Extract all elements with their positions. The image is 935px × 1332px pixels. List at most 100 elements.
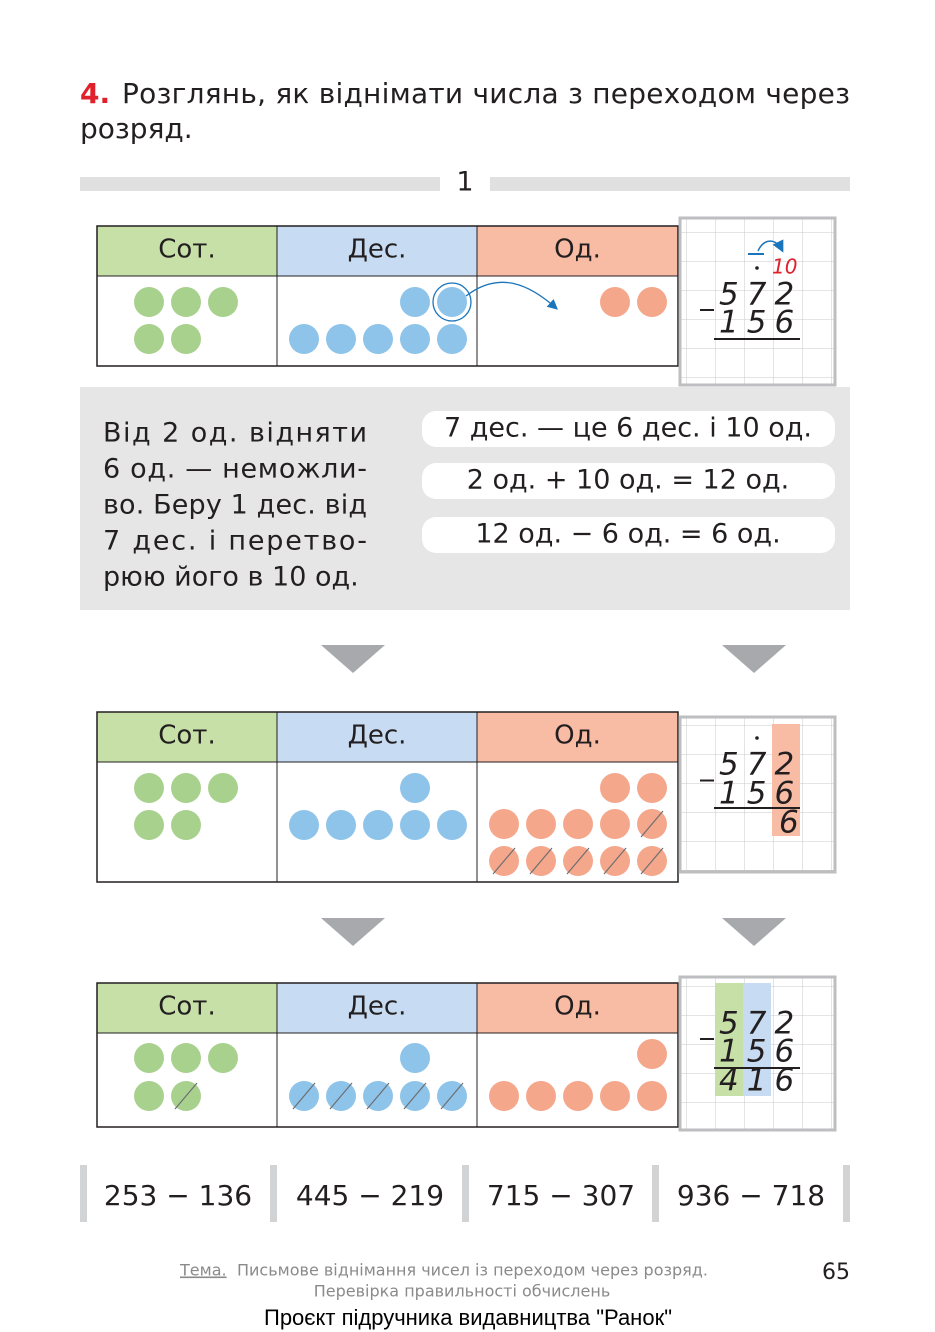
arrows xyxy=(321,645,786,946)
table-frame xyxy=(96,225,679,367)
cross-out xyxy=(603,847,627,875)
counter xyxy=(171,1043,201,1073)
counter xyxy=(171,773,201,803)
down-arrow xyxy=(722,918,786,946)
column-header: Сот. xyxy=(158,992,215,1022)
topic-label: Тема. xyxy=(179,1261,227,1280)
minuend: 572 xyxy=(719,277,802,313)
counter xyxy=(637,1081,667,1111)
counter xyxy=(134,1043,164,1073)
minuend: 572 xyxy=(719,1006,802,1042)
cross-out xyxy=(492,847,516,875)
counter xyxy=(400,773,430,803)
counter xyxy=(289,324,319,354)
column-header: Од. xyxy=(554,721,601,751)
cross-out xyxy=(566,847,590,875)
counter xyxy=(600,287,630,317)
task-text: розряд. xyxy=(80,112,193,145)
counter xyxy=(171,324,201,354)
down-arrow xyxy=(722,645,786,673)
explanation-line: Від 2 од. відняти xyxy=(103,418,367,449)
counter xyxy=(437,324,467,354)
task-text: Розглянь, як віднімати числа з переходом… xyxy=(122,77,850,110)
highlight-hundreds xyxy=(715,983,743,1096)
subtrahend: 156 xyxy=(719,1034,802,1070)
header-cell xyxy=(277,226,477,276)
counter xyxy=(326,324,356,354)
header-cell xyxy=(477,983,678,1033)
subtrahend: 156 xyxy=(719,776,802,812)
grid-paper xyxy=(678,715,837,874)
result: 416 xyxy=(719,1063,802,1099)
table-frame xyxy=(96,982,679,1128)
cross-out xyxy=(329,1082,353,1110)
counter xyxy=(134,773,164,803)
exercise: 936 − 718 xyxy=(677,1179,825,1212)
header-cell xyxy=(277,712,477,762)
cross-out xyxy=(292,1082,316,1110)
counter xyxy=(637,287,667,317)
explanation-line: рюю його в 10 од. xyxy=(103,562,359,593)
column-header: Од. xyxy=(554,235,601,265)
topic: Письмове віднімання чисел із переходом ч… xyxy=(237,1261,708,1280)
page-number: 65 xyxy=(822,1260,850,1285)
counter xyxy=(600,1081,630,1111)
counter xyxy=(526,1081,556,1111)
step-text: 2 од. + 10 од. = 12 од. xyxy=(467,465,790,496)
explanation-line: во. Беру 1 дес. від xyxy=(103,490,367,521)
minuend: 572 xyxy=(719,747,802,783)
counter xyxy=(400,287,430,317)
table-frame xyxy=(96,711,679,883)
counter xyxy=(563,1081,593,1111)
highlight-tens xyxy=(743,983,771,1096)
counter xyxy=(326,810,356,840)
separator xyxy=(270,1165,277,1222)
header-cell xyxy=(477,712,678,762)
counter xyxy=(134,1081,164,1111)
counter xyxy=(363,324,393,354)
explanation-line: 6 од. — неможли- xyxy=(103,454,367,485)
counter xyxy=(637,1039,667,1069)
project-note: Проєкт підручника видавництва "Ранок" xyxy=(264,1305,672,1330)
header-cell xyxy=(97,712,277,762)
column-header: Дес. xyxy=(348,721,407,751)
step-bar xyxy=(490,177,850,191)
separator xyxy=(80,1165,87,1222)
task-number: 4. xyxy=(80,77,110,110)
cross-out xyxy=(403,1082,427,1110)
cross-out xyxy=(174,1082,198,1110)
counter xyxy=(600,773,630,803)
subtrahend: 156 xyxy=(719,305,802,341)
down-arrow xyxy=(321,645,385,673)
step-pill xyxy=(422,463,835,499)
grid-paper xyxy=(678,216,837,387)
header-cell xyxy=(277,983,477,1033)
counter xyxy=(400,1043,430,1073)
cross-out xyxy=(440,1082,464,1110)
separator xyxy=(843,1165,850,1222)
step-text: 7 дес. — це 6 дес. і 10 од. xyxy=(444,413,812,444)
cross-out xyxy=(640,847,664,875)
step-number: 1 xyxy=(456,167,473,198)
exercises: 253 − 136 445 − 219 715 − 307 936 − 718 xyxy=(80,1165,850,1222)
carry-dot xyxy=(755,736,759,740)
carry-dot xyxy=(755,266,759,270)
counter xyxy=(289,810,319,840)
counter xyxy=(400,810,430,840)
counter xyxy=(134,810,164,840)
exercise: 715 − 307 xyxy=(487,1179,635,1212)
down-arrow xyxy=(321,918,385,946)
header-cell xyxy=(477,226,678,276)
counter xyxy=(489,1081,519,1111)
counter xyxy=(526,809,556,839)
step-text: 12 од. − 6 од. = 6 од. xyxy=(475,519,780,550)
counter xyxy=(400,324,430,354)
column-header: Од. xyxy=(554,992,601,1022)
highlight-units xyxy=(772,724,800,836)
counter xyxy=(208,287,238,317)
counter xyxy=(208,773,238,803)
step-bar xyxy=(80,177,440,191)
move-arrow xyxy=(465,281,558,310)
